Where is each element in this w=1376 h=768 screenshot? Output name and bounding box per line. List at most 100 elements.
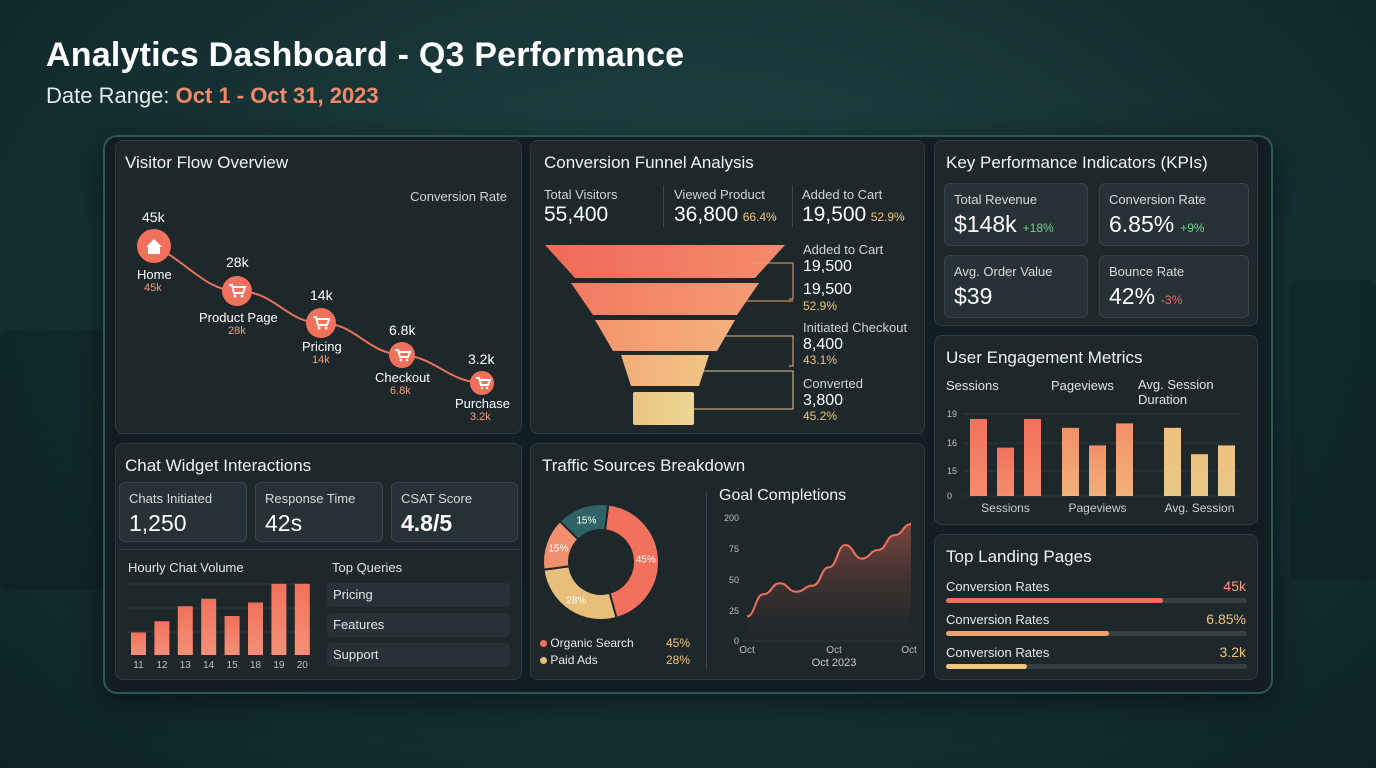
engagement-title: User Engagement Metrics: [946, 348, 1143, 367]
funnel-chart: [545, 245, 794, 425]
cart-icon: [476, 377, 492, 386]
y-tick-label: 75: [729, 544, 739, 554]
landing-bar-track: [946, 631, 1247, 636]
x-tick-label: Oct: [739, 645, 755, 656]
funnel-stage: [595, 320, 735, 351]
goal-completions-title: Goal Completions: [719, 487, 847, 504]
x-tick-label: 13: [180, 660, 192, 671]
x-tick-label: 14: [203, 660, 215, 671]
background-shape: [0, 330, 120, 590]
annotation-pct: 45.2%: [803, 409, 838, 424]
flow-node-product: [222, 276, 252, 306]
kpi-card[interactable]: Conversion Rate 6.85% +9%: [1099, 183, 1249, 246]
engagement-col-label: Pageviews: [1051, 378, 1114, 393]
annotation-label: Added to Cart: [803, 242, 884, 257]
annotation-label: Initiated Checkout: [803, 320, 908, 335]
flow-sub-value: 6.8k: [390, 385, 411, 397]
x-tick-label: 18: [250, 660, 262, 671]
flow-top-value: 6.8k: [389, 322, 416, 338]
legend-value: 28%: [665, 653, 690, 667]
flow-sub-value: 14k: [312, 354, 330, 366]
flow-top-value: 28k: [226, 254, 249, 270]
chat-bar: [271, 583, 287, 655]
donut-slice: [603, 503, 660, 620]
query-item[interactable]: Support: [327, 643, 510, 667]
kpi-card[interactable]: Bounce Rate 42% -3%: [1099, 255, 1249, 318]
kpi-delta: +18%: [1022, 221, 1054, 235]
date-range-value[interactable]: Oct 1 - Oct 31, 2023: [175, 83, 379, 108]
funnel-connector: [717, 335, 794, 367]
conversion-rate-label: Conversion Rate: [410, 189, 507, 204]
chat-bar: [248, 602, 263, 655]
chat-card-value: 4.8/5: [401, 510, 453, 536]
chat-bar: [154, 621, 170, 655]
landing-bar-track: [946, 664, 1247, 669]
landing-bar-fill: [946, 631, 1109, 636]
landing-row-label[interactable]: Conversion Rates: [946, 645, 1050, 660]
chat-card[interactable]: Chats Initiated 1,250: [119, 482, 247, 542]
flow-step-label: Pricing: [302, 339, 342, 354]
home-icon: [146, 239, 162, 254]
flow-node-checkout: [389, 342, 415, 368]
chat-bar: [224, 616, 240, 655]
annotation-value: 19,500: [803, 257, 852, 275]
kpi-value: $39: [954, 283, 993, 309]
annotation-value: 8,400: [803, 335, 844, 353]
visitor-flow-chart: [137, 229, 494, 395]
x-tick-label: 15: [227, 660, 239, 671]
donut-label: 15%: [548, 544, 568, 555]
funnel-stat: Viewed Product 36,800 66.4%: [674, 187, 804, 227]
chat-card[interactable]: Response Time 42s: [255, 482, 383, 542]
hourly-chat-chart: 11 12 13 14 15 18 19 20: [128, 583, 312, 671]
date-range: Date Range: Oct 1 - Oct 31, 2023: [46, 83, 379, 109]
annotation-label: Converted: [803, 376, 863, 391]
chat-card[interactable]: CSAT Score 4.8/5: [391, 482, 518, 542]
kpi-delta: +9%: [1180, 221, 1205, 235]
funnel-annotation: Added to Cart 19,500 19,500 52.9%: [803, 242, 884, 314]
legend-name: Organic Search: [550, 636, 634, 650]
engagement-bar: [997, 447, 1014, 496]
visitor-flow-title: Visitor Flow Overview: [125, 153, 289, 172]
traffic-panel: Traffic Sources Breakdown 45% 28% 15% 15% O…: [530, 443, 925, 680]
kpi-panel: Key Performance Indicators (KPIs) Total …: [934, 140, 1258, 326]
donut-slice: [542, 565, 618, 621]
donut-label: 45%: [636, 555, 656, 566]
kpi-label: Conversion Rate: [1109, 192, 1206, 207]
flow-sub-value: 45k: [144, 282, 162, 294]
y-tick-label: 200: [724, 513, 739, 523]
y-tick-label: 50: [729, 575, 739, 585]
engagement-bar: [1218, 445, 1235, 496]
chat-bar: [131, 632, 146, 655]
chat-title: Chat Widget Interactions: [125, 456, 312, 475]
background-shape: [1290, 280, 1376, 580]
x-tick-label: 11: [133, 660, 144, 671]
divider: [119, 549, 519, 550]
query-item[interactable]: Pricing: [327, 583, 510, 607]
legend-dot: [540, 640, 547, 647]
engagement-col-label: Avg. Session Duration: [1138, 377, 1214, 407]
flow-top-value: 45k: [142, 209, 165, 225]
landing-row-label[interactable]: Conversion Rates: [946, 579, 1050, 594]
x-tick-label: Avg. Session: [1165, 501, 1235, 515]
legend-name: Paid Ads: [550, 653, 598, 667]
funnel-stat-label: Viewed Product: [674, 187, 765, 202]
x-tick-label: Oct: [826, 645, 842, 656]
funnel-stat-value: 36,800: [674, 203, 739, 226]
kpi-label: Avg. Order Value: [954, 264, 1053, 279]
x-tick-label: Pageviews: [1068, 501, 1126, 515]
legend-value: 45%: [665, 636, 690, 650]
dashboard-frame: Visitor Flow Overview Conversion Rate: [103, 135, 1273, 694]
kpi-card[interactable]: Avg. Order Value $39: [944, 255, 1088, 318]
kpi-title: Key Performance Indicators (KPIs): [946, 153, 1208, 172]
flow-node-pricing: [306, 308, 336, 338]
landing-row-value: 3.2k: [1219, 644, 1246, 660]
chat-panel: Chat Widget Interactions Chats Initiated…: [115, 443, 522, 680]
kpi-delta: -3%: [1161, 293, 1183, 307]
legend-dot: [540, 657, 547, 664]
cart-icon: [395, 349, 412, 358]
kpi-card[interactable]: Total Revenue $148k +18%: [944, 183, 1088, 246]
landing-row-label[interactable]: Conversion Rates: [946, 612, 1050, 627]
query-item[interactable]: Features: [327, 613, 510, 637]
funnel-stat: Total Visitors 55,400: [544, 187, 664, 227]
flow-node-purchase: [470, 371, 494, 395]
